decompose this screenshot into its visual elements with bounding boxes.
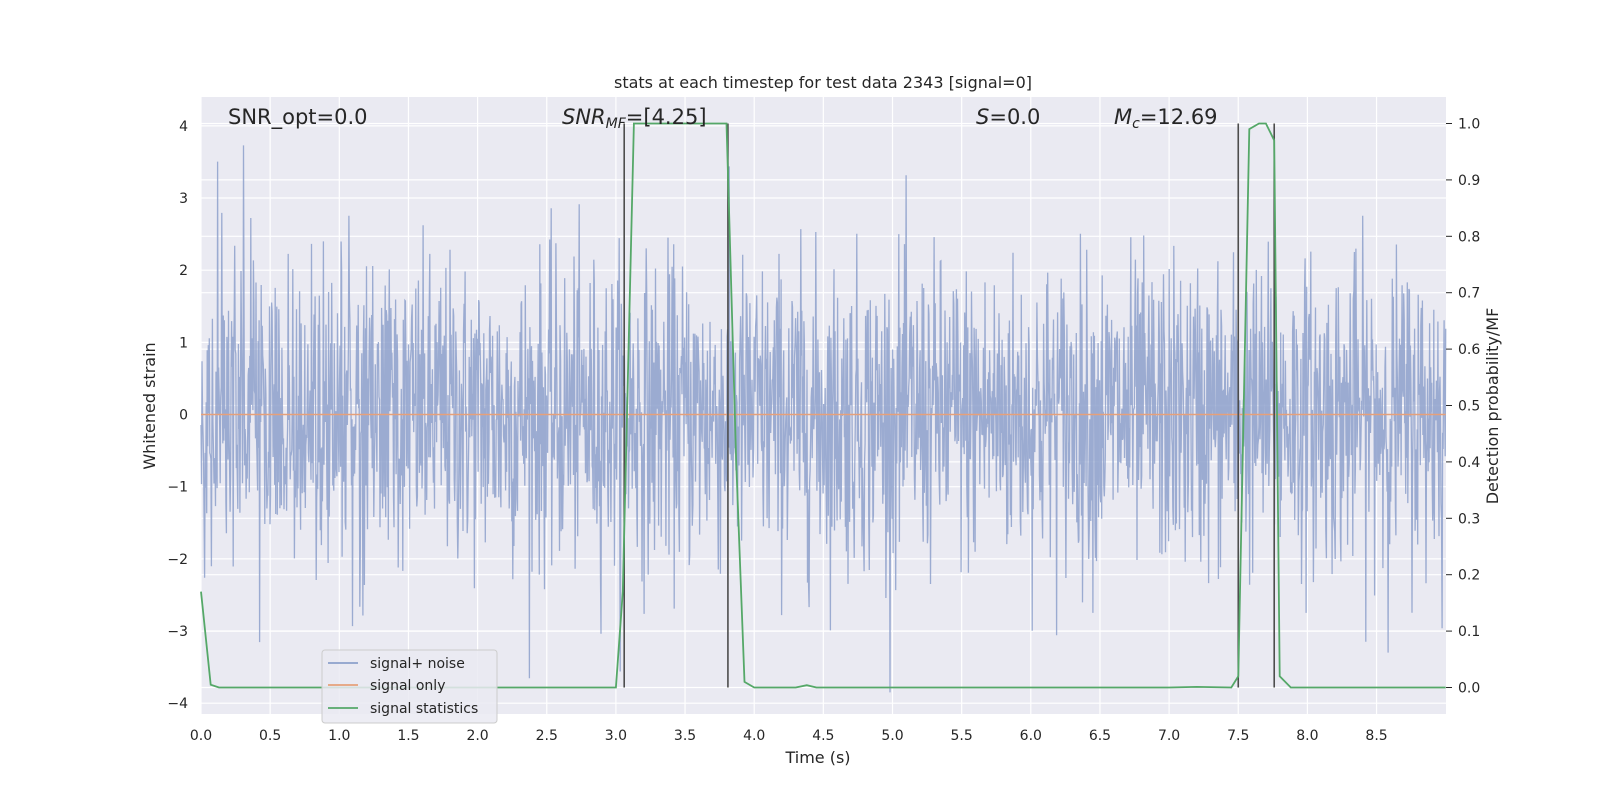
- x-tick-label: 1.5: [397, 728, 419, 744]
- x-tick-label: 8.5: [1365, 728, 1387, 744]
- legend-box: [321, 649, 498, 724]
- annotation-snr-mf: SNRMF=[4.25]: [562, 105, 707, 132]
- x-tick-label: 1.0: [328, 728, 350, 744]
- annotation-mc-sub: c: [1132, 116, 1140, 132]
- annotation-mc: Mc=12.69: [1114, 105, 1218, 132]
- x-tick-label: 3.5: [674, 728, 696, 744]
- y-tick-label: 1: [179, 335, 188, 351]
- x-axis-label: Time (s): [784, 748, 850, 767]
- y-right-tick-label: 0.2: [1458, 568, 1480, 584]
- x-tick-label: 8.0: [1296, 728, 1318, 744]
- y-tick-label: 4: [179, 119, 188, 135]
- x-tick-label: 3.0: [605, 728, 627, 744]
- x-tick-label: 6.5: [1089, 728, 1111, 744]
- x-tick-label: 4.5: [812, 728, 834, 744]
- x-tick-label: 5.0: [881, 728, 903, 744]
- annotation-mc-main: M: [1114, 105, 1132, 129]
- x-tick-label: 7.0: [1158, 728, 1180, 744]
- annotation-snr-mf-main: SNR: [562, 105, 606, 129]
- annotation-mc-value: =12.69: [1140, 105, 1218, 129]
- y-tick-label: −3: [167, 624, 188, 640]
- y-axis-right-label: Detection probability/MF: [1483, 308, 1502, 505]
- y-axis-label: Whitened strain: [140, 342, 159, 469]
- annotation-s: S=0.0: [976, 105, 1040, 129]
- y-right-tick-label: 0.5: [1458, 399, 1480, 415]
- legend: signal+ noise signal only signal statist…: [321, 649, 498, 724]
- y-right-tick-label: 1.0: [1458, 117, 1480, 133]
- legend-label-signal-only: signal only: [370, 678, 445, 694]
- y-right-tick-label: 0.6: [1458, 342, 1480, 358]
- y-right-tick-label: 0.4: [1458, 455, 1480, 471]
- x-tick-label: 2.0: [466, 728, 488, 744]
- y-tick-label: −4: [167, 696, 188, 712]
- y-right-tick-label: 0.0: [1458, 680, 1480, 696]
- legend-label-signal-noise: signal+ noise: [370, 656, 465, 672]
- x-tick-label: 0.5: [259, 728, 281, 744]
- y-tick-label: 0: [179, 408, 188, 424]
- axes: 0.0 0.5 1.0 1.5 2.0 2.5 3.0 3.5 4.0 4.5 5.0 5.5 6.0 6…: [167, 117, 1480, 744]
- annotation-s-value: =0.0: [989, 105, 1040, 129]
- annotation-s-main: S: [976, 105, 989, 129]
- annotation-snr-opt: SNR_opt=0.0: [228, 105, 368, 130]
- y-tick-label: −1: [167, 480, 188, 496]
- y-right-tick-label: 0.7: [1458, 286, 1480, 302]
- y-right-tick-label: 0.9: [1458, 173, 1480, 189]
- y-right-tick-label: 0.3: [1458, 511, 1480, 527]
- x-tick-label: 7.5: [1227, 728, 1249, 744]
- y-right-tick-label: 0.8: [1458, 229, 1480, 245]
- x-tick-label: 2.5: [536, 728, 558, 744]
- y-tick-label: −2: [167, 552, 188, 568]
- x-tick-label: 5.5: [951, 728, 973, 744]
- legend-label-signal-statistics: signal statistics: [370, 701, 478, 717]
- chart-title: stats at each timestep for test data 234…: [614, 73, 1032, 92]
- annotation-snr-mf-sub: MF: [606, 116, 627, 132]
- x-tick-label: 4.0: [743, 728, 765, 744]
- x-tick-label: 6.0: [1020, 728, 1042, 744]
- x-tick-label: 0.0: [190, 728, 212, 744]
- annotation-snr-mf-value: =[4.25]: [626, 105, 707, 129]
- y-right-tick-label: 0.1: [1458, 624, 1480, 640]
- y-tick-label: 3: [179, 191, 188, 207]
- y-tick-label: 2: [179, 263, 188, 279]
